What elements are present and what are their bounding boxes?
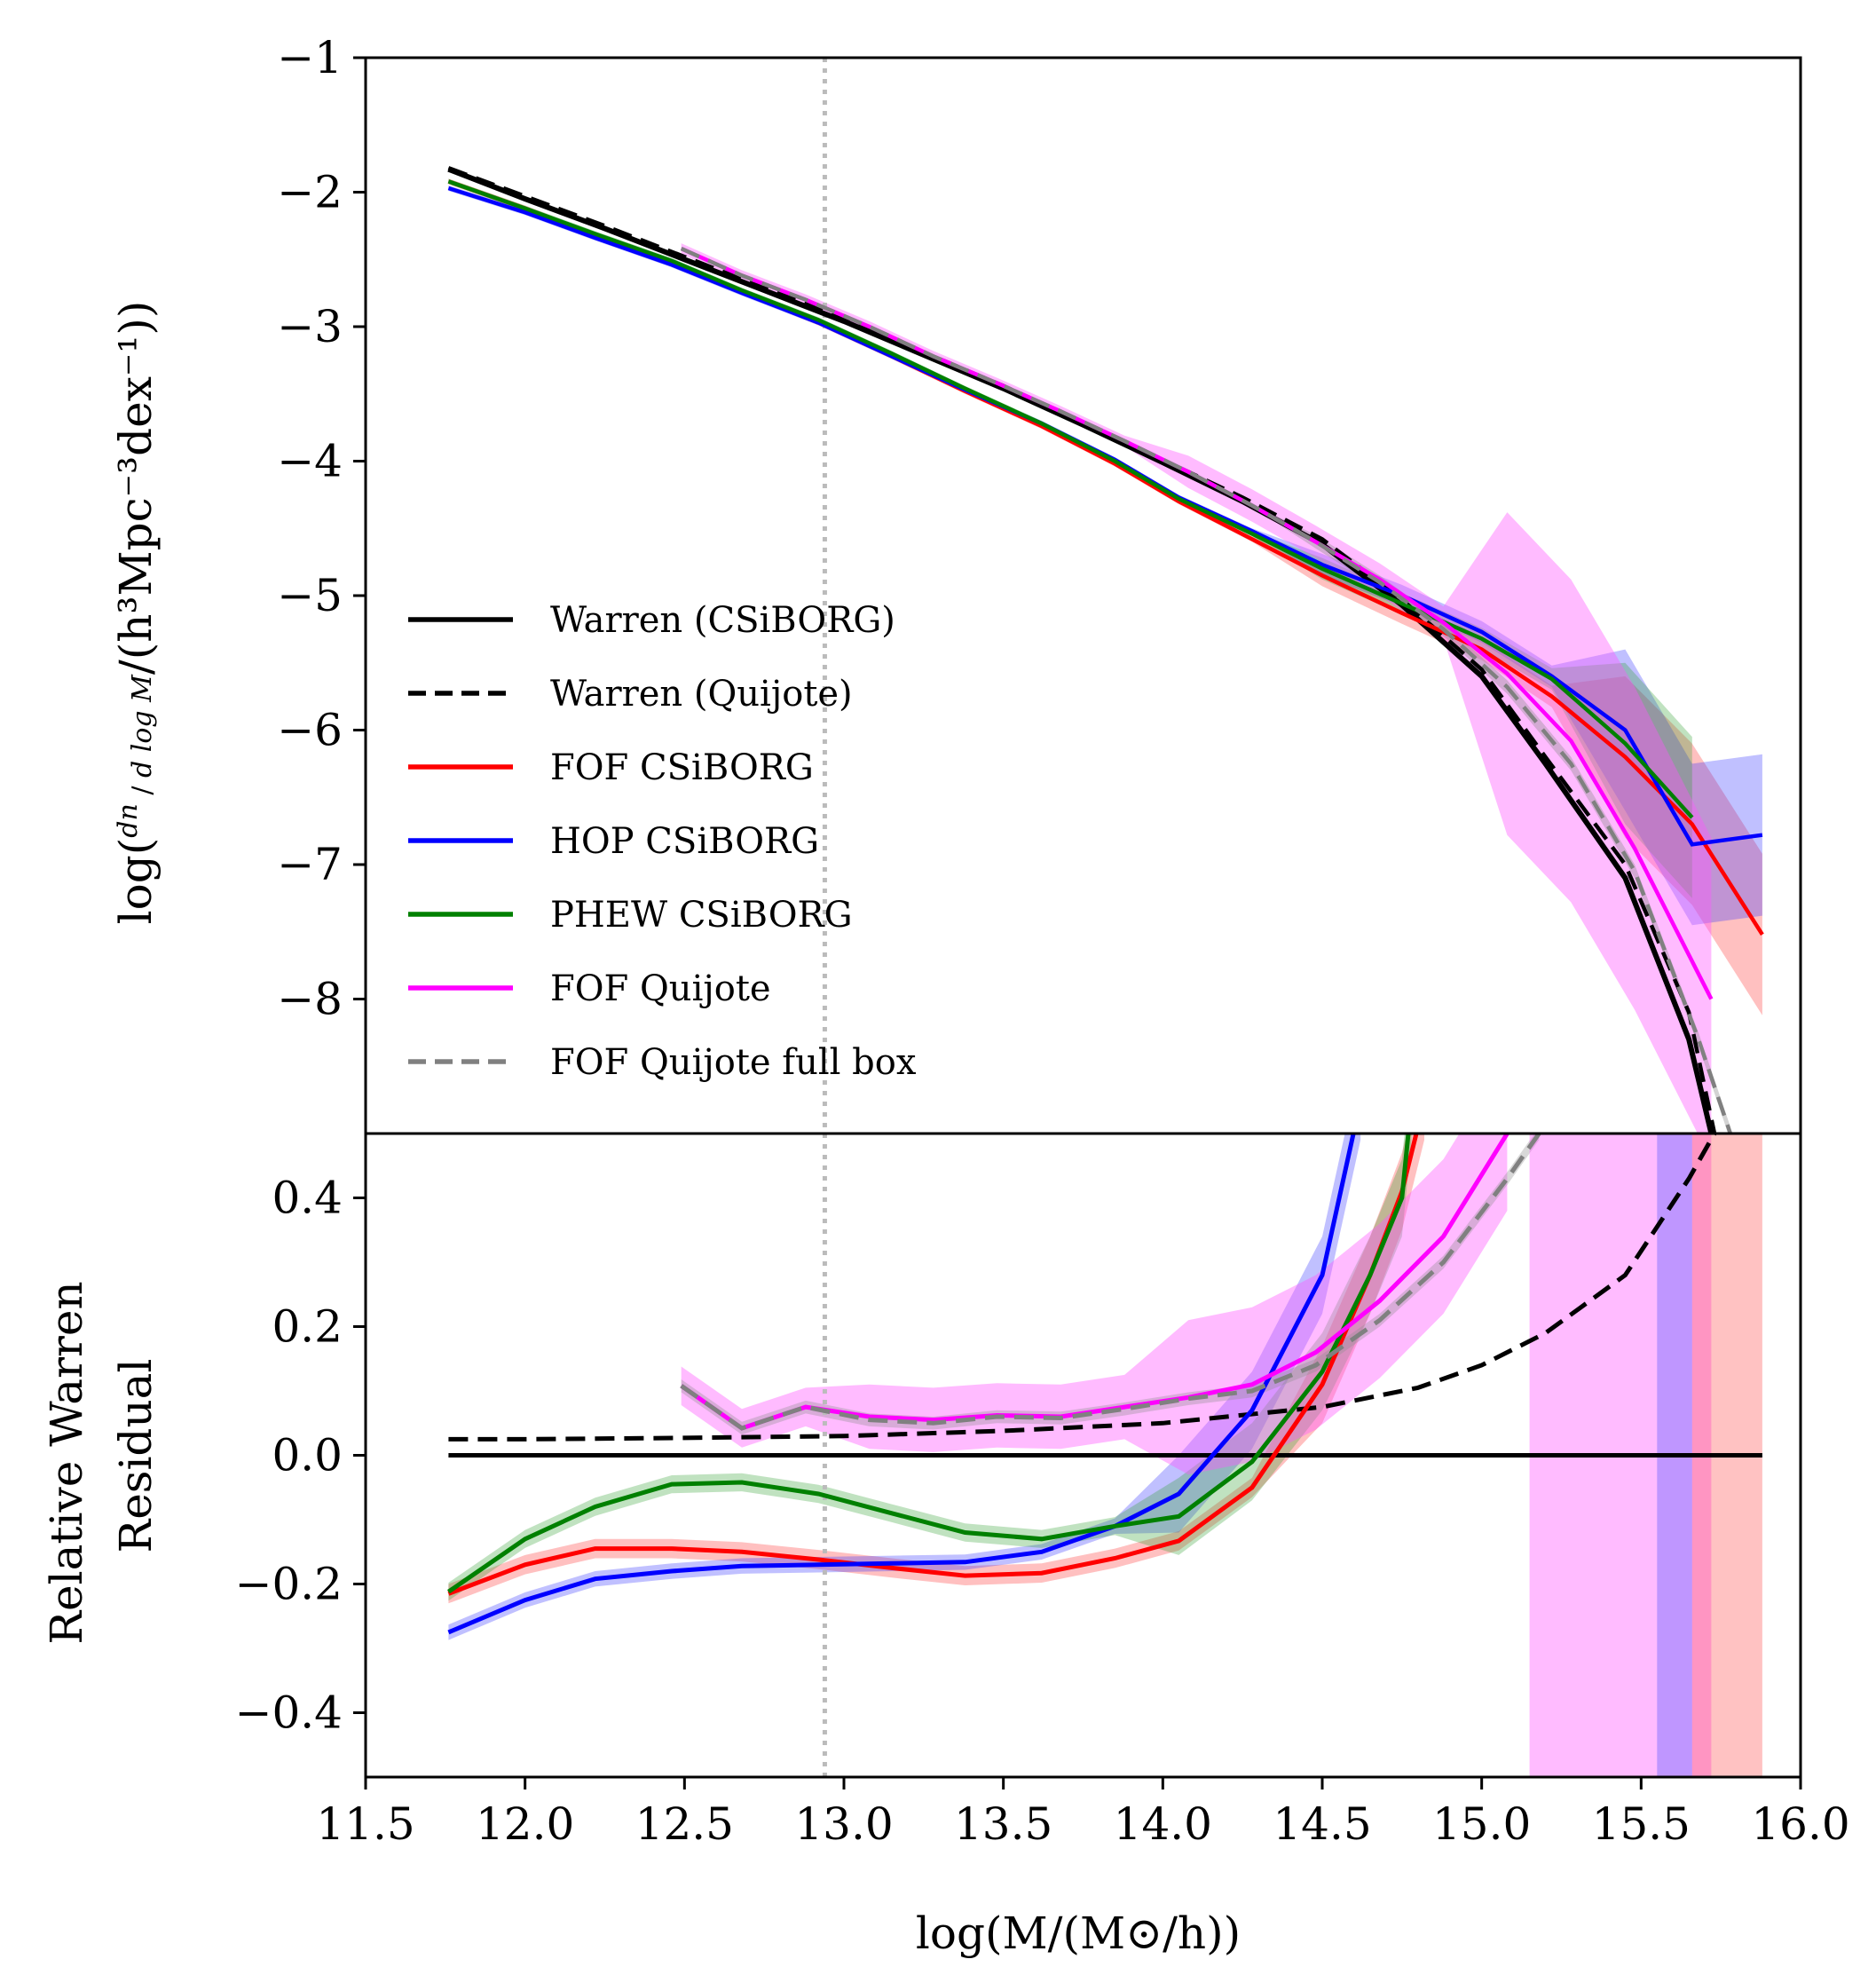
legend-label-warren-quijote: Warren (Quijote): [550, 674, 853, 715]
top-ytick-label: −4: [277, 436, 343, 487]
bottom-band-fof-csiborg: [448, 1134, 1424, 1604]
top-ylabel-prefix: log(: [110, 838, 162, 925]
bottom-line-phew-csiborg: [446, 1134, 1411, 1594]
bottom-ytick-label: 0.4: [272, 1173, 343, 1224]
top-panel: −8−7−6−5−4−3−2−1 Warren (CSiBORG)Warren …: [110, 32, 1802, 1135]
top-ytick-label: −5: [277, 570, 343, 621]
top-error-bands: [448, 178, 1762, 1134]
legend-label-fof-csiborg: FOF CSiBORG: [550, 747, 814, 788]
bottom-series-group: [446, 1134, 1762, 1635]
x-ticks: 11.5 12.0 12.5 13.0 13.5 14.0 14.5 15.0 15.5 16.0: [316, 1777, 1850, 1850]
bottom-y-axis-label: Relative Warren Residual: [41, 1267, 162, 1644]
top-ytick-label: −1: [277, 32, 343, 83]
top-ytick-label: −3: [277, 301, 343, 352]
xtick-label: 12.5: [635, 1798, 734, 1850]
xtick-label: 13.5: [954, 1798, 1052, 1850]
top-ylabel-frac-num: dn: [113, 803, 144, 838]
legend-label-phew-csiborg: PHEW CSiBORG: [550, 895, 853, 936]
top-y-axis-label: log(dn / d log M/(h³Mpc⁻³dex⁻¹)): [110, 301, 162, 925]
xtick-label: 16.0: [1751, 1798, 1849, 1850]
bottom-panel: −0.4 −0.2 0.0 0.2 0.4 11.5 12.0 12.5 13.0 13.5 14…: [41, 1132, 1850, 1959]
legend-label-hop-csiborg: HOP CSiBORG: [550, 821, 819, 862]
xtick-label: 14.5: [1273, 1798, 1371, 1850]
bottom-y-ticks: −0.4 −0.2 0.0 0.2 0.4: [235, 1173, 366, 1739]
bottom-line-hop-csiborg: [447, 1134, 1356, 1635]
top-y-ticks: −8 −7 −6 −5 −4 −3 −2 −1: [277, 32, 366, 1025]
top-ytick-label: −8: [277, 974, 343, 1025]
bottom-line-warren-quijote: [448, 1134, 1717, 1442]
top-line-phew-csiborg: [447, 179, 1694, 819]
bottom-ytick-label: −0.2: [235, 1559, 343, 1610]
top-ytick-label: −7: [277, 839, 343, 890]
bottom-error-bands: [448, 1134, 1762, 1777]
top-ytick-label: −6: [277, 705, 343, 756]
xtick-label: 15.0: [1432, 1798, 1531, 1850]
legend-label-fof-quijote-full-box: FOF Quijote full box: [550, 1042, 917, 1083]
legend-label-fof-quijote: FOF Quijote: [550, 968, 771, 1009]
top-ytick-label: −2: [277, 167, 343, 218]
bottom-line-fof-quijote-full-box: [680, 1134, 1541, 1431]
top-ylabel-suffix: /(h³Mpc⁻³dex⁻¹)): [110, 301, 162, 675]
bottom-band-hop-csiborg: [448, 1134, 1361, 1640]
x-axis-label: log(M/(M⊙/h)): [916, 1908, 1241, 1959]
legend: Warren (CSiBORG) Warren (Quijote) FOF CSiB…: [408, 600, 917, 1083]
bottom-band-fof-quijote: [681, 1134, 1508, 1475]
xtick-label: 12.0: [476, 1798, 574, 1850]
xtick-label: 13.0: [794, 1798, 893, 1850]
xtick-label: 15.5: [1592, 1798, 1691, 1850]
top-line-fof-quijote-full-box: [680, 247, 1733, 1134]
bottom-ytick-label: 0.0: [272, 1430, 343, 1481]
xtick-label: 14.0: [1114, 1798, 1212, 1850]
top-line-warren-csiborg: [447, 166, 1714, 1134]
bottom-ylabel-line2: Residual: [110, 1359, 162, 1553]
xtick-label: 11.5: [316, 1798, 414, 1850]
legend-label-warren-csiborg: Warren (CSiBORG): [550, 600, 895, 641]
bottom-ytick-label: 0.2: [272, 1301, 343, 1353]
top-line-warren-quijote: [447, 166, 1717, 1134]
top-series-group: [447, 166, 1764, 1134]
top-ylabel-frac-den: d log M: [127, 674, 158, 778]
bottom-band-fof-quijote-full-box: [681, 1134, 1540, 1435]
bottom-ylabel-line1: Relative Warren: [41, 1281, 92, 1644]
bottom-ytick-label: −0.4: [235, 1687, 343, 1739]
top-ylabel-frac-sep: /: [127, 778, 158, 803]
top-band-fof-quijote: [681, 243, 1712, 1134]
